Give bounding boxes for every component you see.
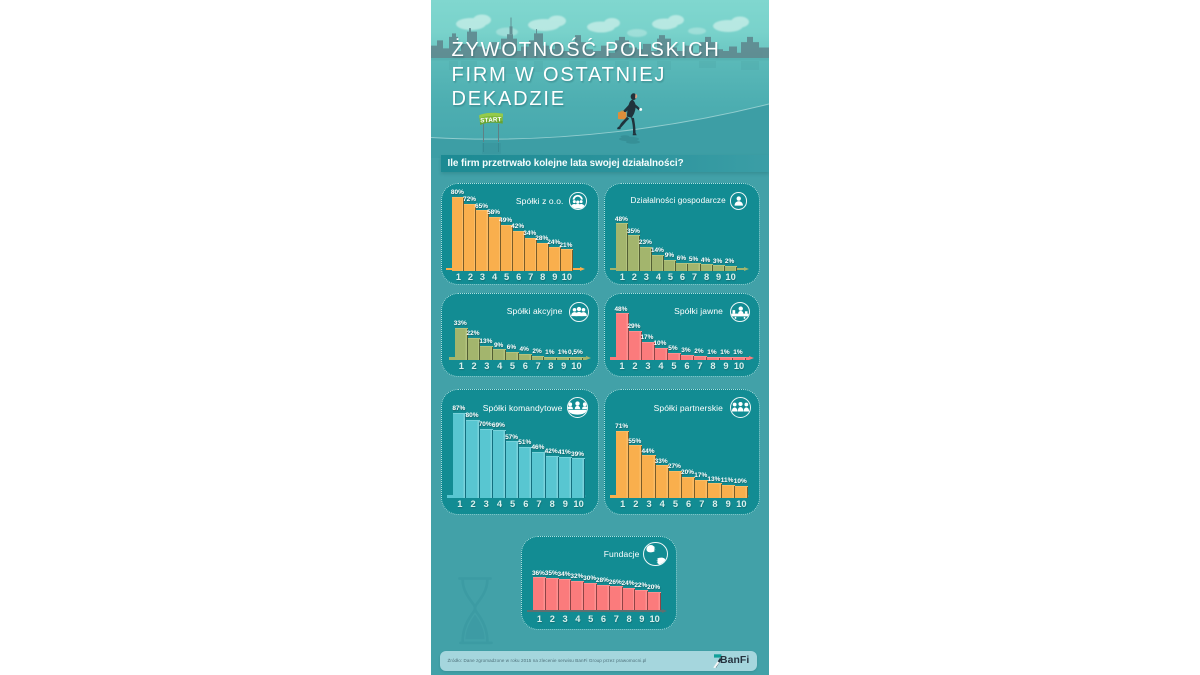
svg-text:START: START [480,116,502,124]
